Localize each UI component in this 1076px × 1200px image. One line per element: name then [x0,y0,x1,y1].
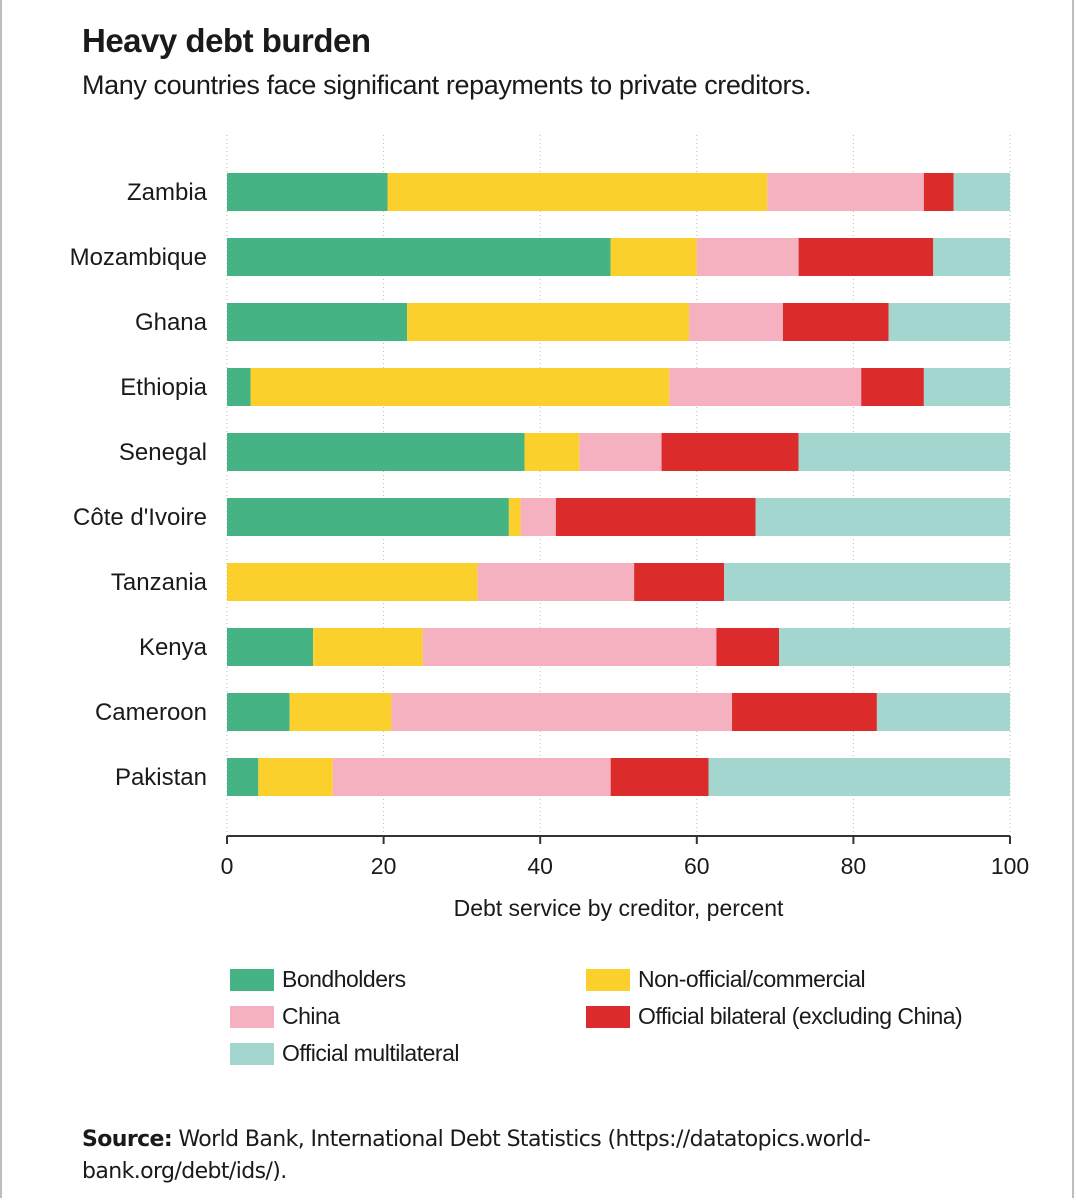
bar-segment-mozambique-official-multilateral [933,238,1010,276]
bar-segment-kenya-non-official-commercial [313,628,423,666]
bar-segment-ghana-china [688,303,783,341]
legend-swatch-official-bilateral [586,1005,630,1028]
x-tick-label: 100 [991,853,1029,879]
bar-segment-ethiopia-non-official-commercial [250,368,670,406]
legend-label-china: China [282,1003,340,1029]
bar-segment-zambia-official-multilateral [953,173,1010,211]
legend-label-non-official-commercial: Non-official/commercial [638,966,866,992]
source-label: Source: [82,1127,173,1152]
x-tick-label: 80 [841,853,867,879]
legend-label-official-multilateral: Official multilateral [282,1040,459,1066]
x-axis-title: Debt service by creditor, percent [454,895,784,921]
bar-segment-pakistan-non-official-commercial [258,758,333,796]
x-tick-label: 60 [684,853,710,879]
bar-segment-ethiopia-china [669,368,862,406]
category-label: Pakistan [115,764,207,791]
bar-segment-cote-d-ivoire-china [520,498,556,536]
bar-segment-mozambique-non-official-commercial [610,238,697,276]
bar-segment-ghana-non-official-commercial [407,303,689,341]
legend-label-bondholders: Bondholders [282,966,406,992]
legend: Bondholders Non-official/commercial Chin… [230,958,990,1068]
chart-title: Heavy debt burden [82,22,371,59]
bar-segment-zambia-bondholders [227,173,388,211]
bar-segment-pakistan-official-bilateral-excluding-china [610,758,709,796]
legend-item-official-multilateral: Official multilateral [230,1040,459,1067]
bar-segment-kenya-bondholders [227,628,314,666]
bar-segment-cote-d-ivoire-non-official-commercial [508,498,521,536]
legend-swatch-official-multilateral [230,1042,274,1065]
bar-segment-cote-d-ivoire-official-bilateral-excluding-china [555,498,756,536]
x-tick-label: 20 [371,853,397,879]
bar-segment-zambia-china [767,173,924,211]
bar-segment-cote-d-ivoire-official-multilateral [755,498,1010,536]
legend-swatch-china [230,1005,274,1028]
bar-segment-tanzania-china [477,563,635,601]
bar-segment-kenya-china [422,628,717,666]
legend-item-official-bilateral: Official bilateral (excluding China) [586,1003,963,1030]
bar-segment-pakistan-china [332,758,611,796]
bar-segment-pakistan-official-multilateral [708,758,1010,796]
bar-segment-tanzania-official-multilateral [724,563,1010,601]
bar-segment-ghana-bondholders [227,303,408,341]
chart-subtitle: Many countries face significant repaymen… [82,70,812,100]
bar-segment-cote-d-ivoire-bondholders [227,498,509,536]
category-label: Côte d'Ivoire [73,504,207,531]
bar-segment-cameroon-non-official-commercial [289,693,392,731]
category-label: Kenya [139,634,208,661]
bar-segment-zambia-official-bilateral-excluding-china [923,173,954,211]
legend-swatch-bondholders [230,968,274,991]
category-label: Ghana [135,309,208,336]
category-label: Cameroon [95,699,207,726]
bar-segment-ethiopia-official-bilateral-excluding-china [861,368,924,406]
bar-segment-cameroon-official-bilateral-excluding-china [732,693,877,731]
bar-segment-tanzania-official-bilateral-excluding-china [634,563,725,601]
bar-segment-senegal-official-bilateral-excluding-china [661,433,799,471]
x-tick-label: 0 [221,853,234,879]
stacked-bar-chart: Zambia Mozambique Ghana Ethiopia Senegal Côte… [70,135,1029,921]
bar-segment-kenya-official-multilateral [779,628,1010,666]
bar-segment-ghana-official-bilateral-excluding-china [782,303,889,341]
bar-segment-mozambique-bondholders [227,238,611,276]
legend-label-official-bilateral: Official bilateral (excluding China) [638,1003,963,1029]
legend-item-bondholders: Bondholders [230,966,406,993]
category-label: Zambia [127,179,208,206]
bar-segment-mozambique-official-bilateral-excluding-china [798,238,934,276]
legend-item-china: China [230,1003,340,1030]
category-label: Ethiopia [120,374,207,401]
bar-segment-senegal-official-multilateral [798,433,1010,471]
legend-item-non-official-commercial: Non-official/commercial [586,966,866,993]
category-label: Tanzania [111,569,208,596]
x-tick-label: 40 [527,853,553,879]
source-text: World Bank, International Debt Statistic… [82,1127,871,1184]
bar-segment-tanzania-non-official-commercial [227,563,478,601]
bar-segment-zambia-non-official-commercial [387,173,768,211]
bar-segment-senegal-china [579,433,662,471]
bar-segment-ethiopia-bondholders [227,368,251,406]
bar-segment-cameroon-china [391,693,733,731]
bar-segment-cameroon-official-multilateral [876,693,1010,731]
bar-segment-kenya-official-bilateral-excluding-china [716,628,780,666]
bar-segment-cameroon-bondholders [227,693,290,731]
source-note: Source: World Bank, International Debt S… [82,1124,902,1188]
legend-swatch-non-official-commercial [586,968,630,991]
bar-segment-senegal-non-official-commercial [524,433,580,471]
bar-segment-senegal-bondholders [227,433,525,471]
bar-segment-pakistan-bondholders [227,758,259,796]
category-label: Mozambique [70,244,207,271]
bar-segment-ethiopia-official-multilateral [923,368,1010,406]
bar-segment-mozambique-china [696,238,799,276]
bar-segment-ghana-official-multilateral [888,303,1010,341]
category-label: Senegal [119,439,207,466]
